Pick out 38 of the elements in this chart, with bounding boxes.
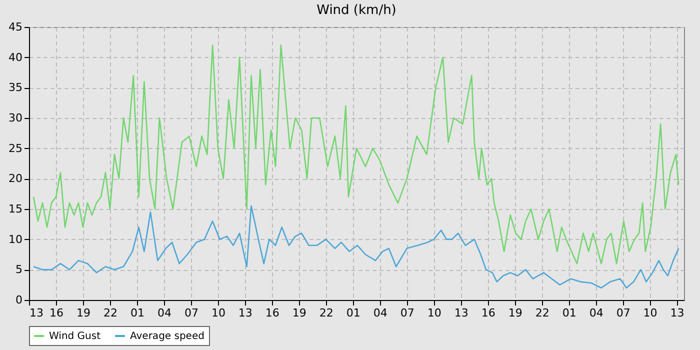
x-tick-label: 16 — [49, 306, 64, 320]
x-tick-label: 04 — [373, 306, 388, 320]
x-tick-label: 13 — [238, 306, 252, 320]
x-tick-label: 07 — [184, 306, 198, 320]
x-tick-label: 10 — [211, 306, 226, 320]
y-tick-label: 15 — [8, 202, 22, 216]
y-tick-label: 10 — [8, 232, 22, 246]
x-tick-label: 07 — [616, 306, 630, 320]
x-tick-label: 22 — [319, 306, 334, 320]
x-tick-label: 16 — [481, 306, 496, 320]
legend-label: Average speed — [130, 331, 204, 342]
y-tick-label: 25 — [8, 142, 22, 155]
x-tick-label: 04 — [157, 306, 172, 320]
x-tick-label: 22 — [103, 306, 118, 320]
y-tick-label: 45 — [8, 20, 22, 34]
y-tick-label: 40 — [8, 50, 22, 64]
x-tick-label: 19 — [508, 306, 522, 320]
y-tick-label: 35 — [8, 81, 22, 94]
x-tick-label: 13 — [30, 306, 44, 320]
x-tick-label: 16 — [265, 306, 280, 320]
x-tick-label: 13 — [670, 306, 684, 320]
y-tick-label: 5 — [16, 263, 22, 276]
x-tick-label: 01 — [562, 306, 576, 320]
x-tick-label: 13 — [454, 306, 468, 320]
x-tick-label: 10 — [427, 306, 442, 320]
x-tick-label: 07 — [400, 306, 414, 320]
y-tick-label: 30 — [8, 112, 22, 124]
legend-label: Wind Gust — [49, 331, 101, 342]
y-tick-label: 20 — [8, 172, 22, 186]
x-tick-label: 22 — [535, 306, 550, 320]
x-tick-label: 01 — [130, 306, 144, 320]
x-tick-label: 10 — [643, 306, 658, 320]
x-tick-label: 04 — [589, 306, 604, 320]
x-tick-label: 19 — [76, 306, 90, 320]
x-tick-label: 19 — [292, 306, 306, 320]
y-tick-label: 0 — [16, 294, 22, 306]
chart-title: Wind (km/h) — [316, 3, 396, 18]
x-tick-label: 01 — [346, 306, 360, 320]
